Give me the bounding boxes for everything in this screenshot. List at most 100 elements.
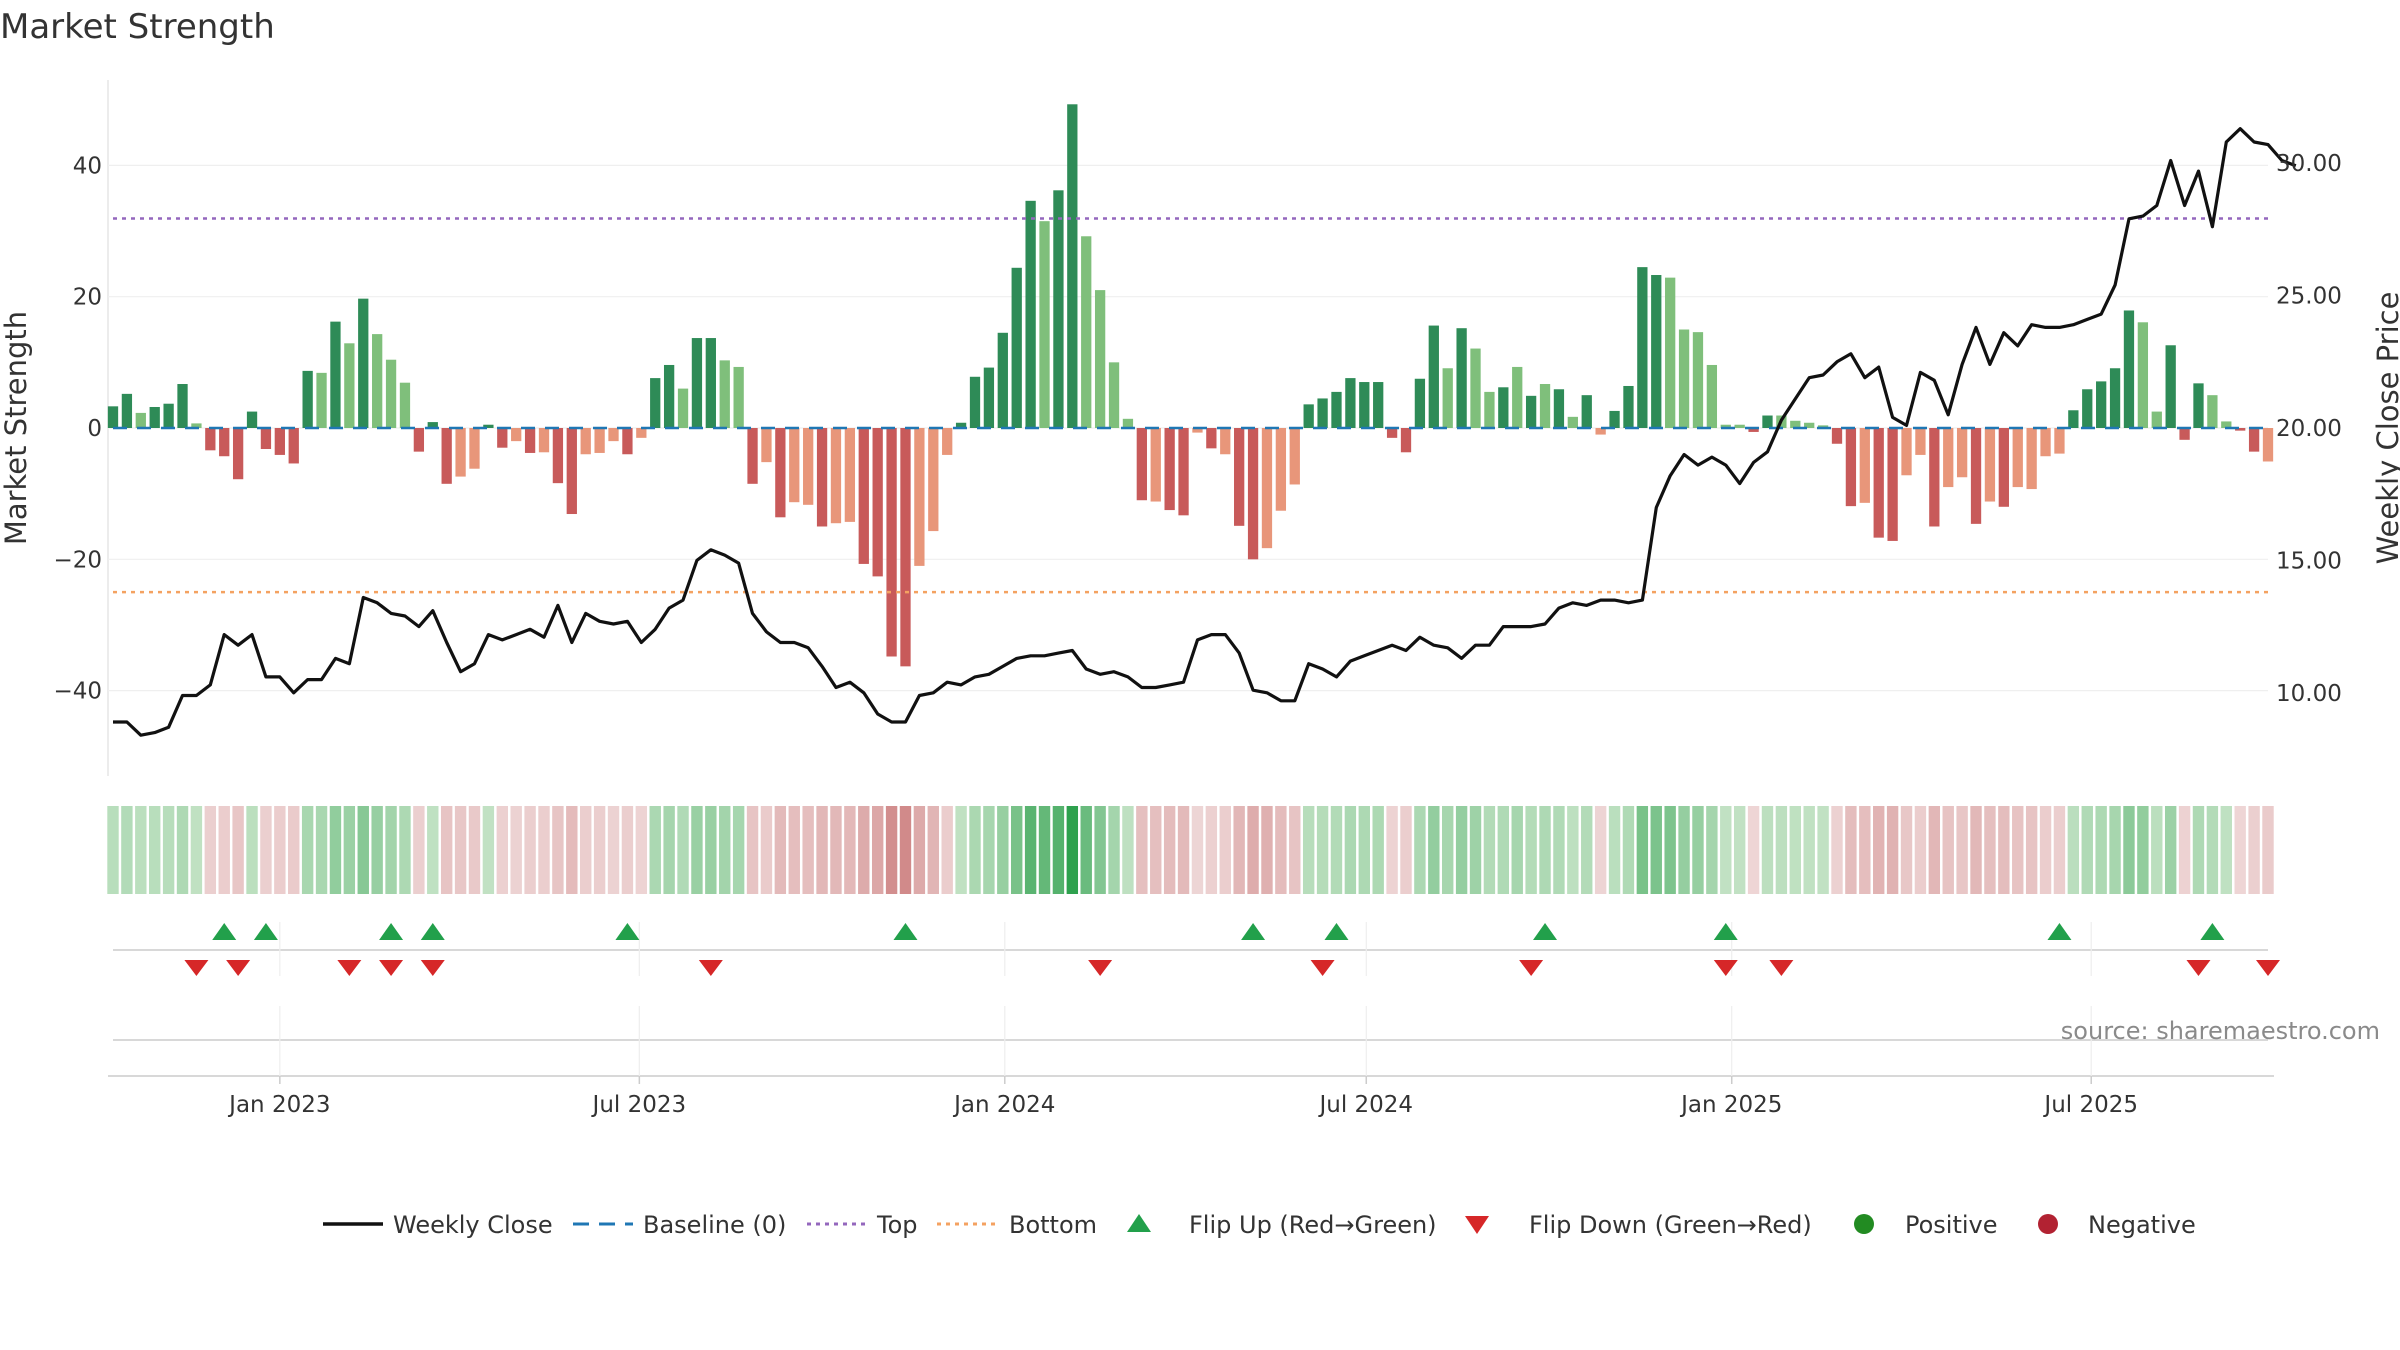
strength-bar-positive [2123, 310, 2135, 428]
strength-bar-negative [789, 428, 800, 503]
heat-cell [1692, 806, 1704, 894]
heat-cell [1275, 806, 1287, 894]
strength-bar-positive [1790, 420, 1801, 428]
strength-bar-positive [1623, 385, 1634, 428]
x-tick-label: Jan 2023 [227, 1092, 330, 1118]
strength-bar-negative [1206, 428, 1217, 449]
legend-flip-down-swatch [1465, 1216, 1489, 1234]
heat-cell [1928, 806, 1941, 894]
strength-bar-positive [1665, 277, 1676, 428]
heat-cell [774, 806, 787, 894]
strength-bar-positive [1456, 328, 1467, 428]
heat-cell [1970, 806, 1982, 894]
legend-positive-label: Positive [1905, 1211, 1998, 1239]
heat-cell [329, 806, 342, 894]
strength-bar-negative [1595, 428, 1606, 435]
heat-cell [719, 806, 731, 894]
heat-cell [663, 806, 675, 894]
heat-cell [399, 806, 411, 894]
heat-cell [1914, 806, 1927, 894]
strength-bar-positive [427, 422, 438, 428]
strength-bar-positive [149, 406, 160, 428]
right-tick-label: 15.00 [2276, 548, 2342, 574]
heat-cell [427, 806, 439, 894]
heat-cell [1122, 806, 1134, 894]
heat-cell [1108, 806, 1120, 894]
flip-down-marker [184, 960, 209, 976]
heat-cell [1998, 806, 2010, 894]
heat-cell [1455, 806, 1468, 894]
flip-down-marker [1769, 960, 1794, 976]
strength-bar-positive [1817, 425, 1829, 428]
strength-bar-negative [2248, 428, 2260, 452]
heat-cell [2151, 806, 2163, 894]
strength-bar-positive [1470, 348, 1481, 428]
heat-cell [2109, 806, 2121, 894]
strength-bar-positive [1706, 364, 1718, 428]
strength-bar-positive [1498, 387, 1509, 428]
heat-cell [927, 806, 939, 894]
heat-cell [2012, 806, 2024, 894]
strength-bar-negative [914, 428, 925, 566]
strength-bar-negative [1845, 428, 1857, 507]
flip-up-marker [2200, 923, 2225, 940]
strength-bar-positive [2082, 389, 2093, 428]
heat-cell [1608, 806, 1621, 894]
heat-cell [1261, 806, 1273, 894]
heat-cell [788, 806, 800, 894]
strength-bar-positive [330, 321, 341, 428]
heat-cell [635, 806, 648, 894]
heat-cell [1942, 806, 1954, 894]
strength-bar-negative [1748, 428, 1759, 432]
heat-cell [2067, 806, 2080, 894]
strength-bar-positive [1567, 416, 1578, 428]
x-tick-label: Jan 2024 [952, 1092, 1055, 1118]
heat-cell [2053, 806, 2066, 894]
strength-bar-negative [900, 428, 911, 667]
heat-cell [1219, 806, 1231, 894]
legend-top-label: Top [876, 1211, 918, 1239]
strength-bar-negative [858, 428, 869, 564]
heat-cell [1011, 806, 1023, 894]
heat-cell [190, 806, 203, 894]
heat-cell [649, 806, 661, 894]
heat-cell [538, 806, 550, 894]
strength-bar-positive [1039, 221, 1050, 428]
strength-bar-negative [1261, 428, 1273, 549]
legend-item-bottom: Bottom [937, 1211, 1097, 1239]
strength-bar-negative [1150, 428, 1161, 502]
legend-item-flip-up: Flip Up (Red→Green) [1127, 1211, 1437, 1239]
strength-bar-positive [1011, 267, 1022, 428]
flip-down-marker [420, 960, 445, 976]
flip-down-marker [1519, 960, 1544, 976]
heat-cell [2039, 806, 2052, 894]
legend-flip-down-label: Flip Down (Green→Red) [1529, 1211, 1812, 1239]
heat-cell [1136, 806, 1148, 894]
flip-up-marker [212, 923, 237, 940]
heat-cell [913, 806, 926, 894]
strength-bar-negative [1247, 428, 1259, 560]
chart-title: Market Strength [0, 7, 275, 47]
flip-up-marker [1533, 923, 1558, 940]
heat-cell [1594, 806, 1607, 894]
strength-bar-positive [385, 359, 397, 428]
strength-bar-positive [358, 298, 369, 428]
strength-bar-negative [219, 428, 230, 457]
heat-cell [2025, 806, 2038, 894]
flip-up-marker [893, 923, 918, 940]
heat-cell [1859, 806, 1871, 894]
heat-cell [1553, 806, 1565, 894]
strength-bar-positive [483, 424, 494, 428]
strength-bar-positive [719, 360, 730, 428]
strength-bar-positive [121, 393, 133, 428]
strength-bar-positive [2068, 410, 2079, 428]
heat-cell [1191, 806, 1204, 894]
heat-cell [218, 806, 230, 894]
right-tick-label: 30.00 [2276, 151, 2342, 177]
legend-weekly-close-label: Weekly Close [393, 1211, 553, 1239]
flip-down-marker [1088, 960, 1113, 976]
heat-cell [176, 806, 189, 894]
heat-cell [2164, 806, 2177, 894]
strength-bar-negative [1929, 428, 1940, 527]
heat-cell [1497, 806, 1510, 894]
